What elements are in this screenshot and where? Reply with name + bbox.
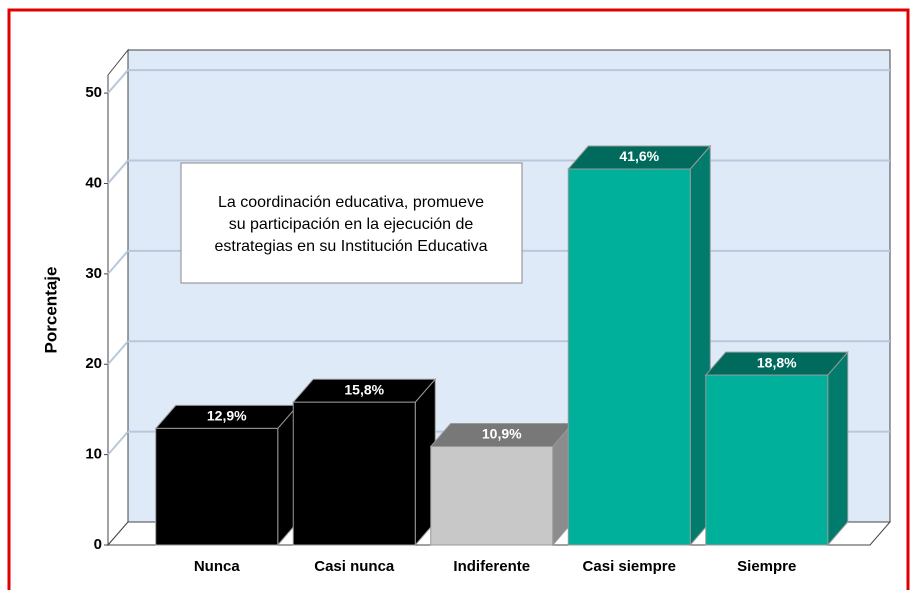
x-tick-label: Casi siempre — [583, 558, 676, 575]
value-label: 18,8% — [757, 354, 797, 370]
bar — [155, 427, 279, 546]
bar — [705, 374, 829, 546]
bar-side — [827, 350, 849, 547]
grid-line — [107, 159, 129, 185]
grid-line — [107, 430, 129, 456]
grid-line — [107, 69, 129, 94]
y-tick-label: 0 — [94, 536, 102, 553]
y-tick-label: 20 — [85, 355, 102, 372]
side-wall — [107, 48, 129, 547]
grid-line — [107, 250, 129, 275]
bar — [430, 445, 554, 546]
y-tick-label: 50 — [85, 84, 102, 101]
x-tick-label: Siempre — [737, 558, 796, 575]
annotation: su participación en la ejecución de — [229, 216, 474, 233]
grid-line — [107, 340, 129, 365]
value-label: 41,6% — [619, 148, 659, 164]
annotation: estrategias en su Institución Educativa — [214, 238, 487, 255]
y-tick-label: 40 — [85, 174, 102, 191]
value-label: 10,9% — [482, 426, 522, 442]
annotation-box — [180, 162, 523, 284]
bar — [292, 401, 416, 546]
annotation: La coordinación educativa, promueve — [218, 194, 484, 211]
y-tick-label: 30 — [85, 265, 102, 282]
y-tick-label: 10 — [85, 446, 102, 463]
x-tick-label: Casi nunca — [314, 558, 395, 575]
bar — [567, 168, 691, 546]
x-tick-label: Nunca — [194, 558, 241, 575]
x-tick-label: Indiferente — [453, 558, 530, 575]
frame — [7, 8, 910, 590]
value-label: 15,8% — [344, 381, 384, 397]
y-axis-label: Porcentaje — [41, 267, 60, 354]
value-label: 12,9% — [207, 408, 247, 424]
